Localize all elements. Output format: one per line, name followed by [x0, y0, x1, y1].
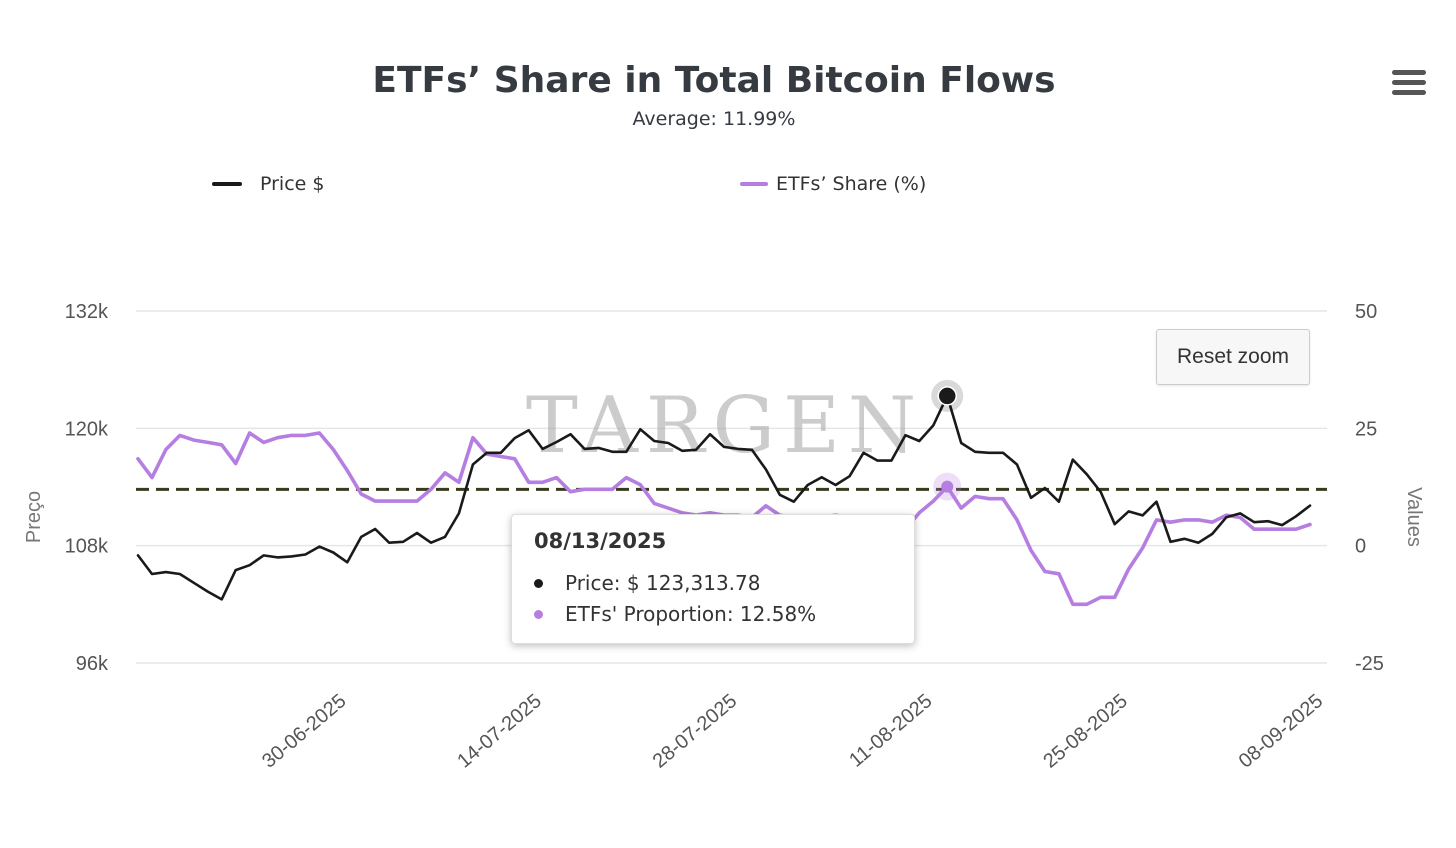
y-right-tick-label: 50	[1355, 301, 1377, 323]
legend-item-price[interactable]: Price $	[212, 170, 324, 198]
menu-bar	[1392, 80, 1426, 85]
y-left-tick-label: 96k	[76, 653, 109, 675]
y-right-tick-label: -25	[1355, 653, 1384, 675]
reset-zoom-button[interactable]: Reset zoom	[1156, 329, 1310, 385]
x-tick-label: 08-09-2025	[1235, 690, 1328, 773]
legend-label-price: Price $	[260, 173, 325, 195]
x-tick-label: 14-07-2025	[453, 690, 546, 773]
tooltip-etf-dot	[534, 609, 543, 619]
chart-title: ETFs’ Share in Total Bitcoin Flows	[372, 60, 1056, 101]
tooltip-etf-row: ETFs' Proportion: 12.58%	[534, 602, 816, 626]
tooltip-etf-text: ETFs' Proportion: 12.58%	[565, 602, 817, 626]
legend-swatch-price	[212, 182, 242, 186]
tooltip-price-text: Price: $ 123,313.78	[565, 571, 761, 595]
x-tick-label: 25-08-2025	[1039, 690, 1132, 773]
legend-label-etf-share: ETFs’ Share (%)	[776, 173, 927, 195]
etf-marker-point[interactable]	[941, 480, 954, 493]
y-right-tick-label: 0	[1355, 536, 1366, 558]
menu-bar	[1392, 70, 1426, 75]
price-series-line	[136, 394, 1312, 601]
x-tick-label: 11-08-2025	[845, 690, 936, 772]
y-left-tick-label: 108k	[65, 536, 109, 558]
x-tick-label: 30-06-2025	[258, 690, 351, 773]
y-right-tick-label: 25	[1355, 418, 1377, 440]
y-right-axis-label: Values	[1403, 487, 1425, 547]
chart-subtitle: Average: 11.99%	[632, 108, 796, 130]
hamburger-menu-icon[interactable]	[1392, 70, 1426, 102]
y-left-tick-label: 120k	[65, 418, 109, 440]
y-left-axis-label: Preço	[23, 491, 45, 543]
tooltip-price-dot	[534, 578, 543, 588]
y-left-tick-label: 132k	[65, 301, 109, 323]
price-marker-point[interactable]	[937, 386, 957, 406]
tooltip-date: 08/13/2025	[534, 529, 667, 553]
legend-swatch-etf-share	[740, 182, 768, 186]
watermark-text: TARGEN	[526, 381, 924, 471]
menu-bar	[1392, 90, 1426, 95]
tooltip: 08/13/2025 Price: $ 123,313.78 ETFs' Pro…	[511, 514, 915, 644]
legend-item-etf-share[interactable]: ETFs’ Share (%)	[740, 170, 926, 198]
x-tick-label: 28-07-2025	[649, 690, 742, 773]
tooltip-price-row: Price: $ 123,313.78	[534, 571, 760, 595]
